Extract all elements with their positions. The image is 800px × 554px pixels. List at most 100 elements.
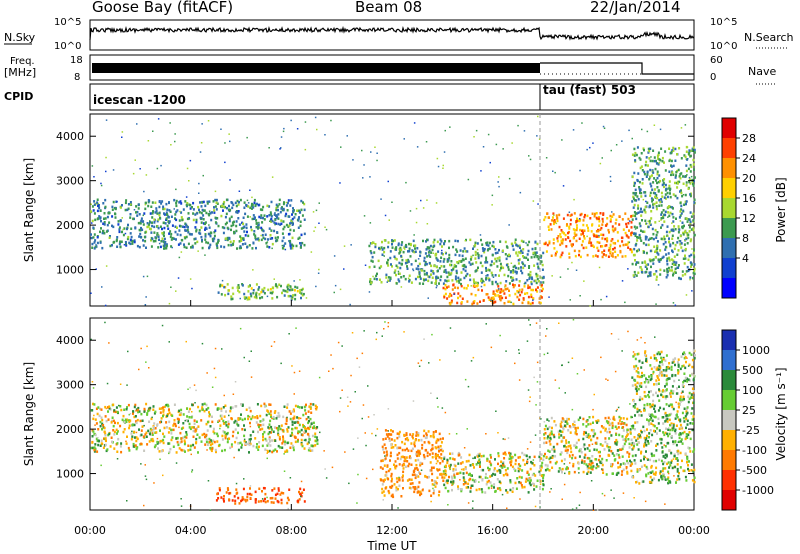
velocity-data-cell (286, 430, 289, 433)
power-data-cell (658, 260, 661, 263)
velocity-data-cell (151, 433, 154, 436)
power-data-cell (98, 206, 101, 210)
power-data-cell (649, 272, 652, 275)
velocity-data-cell (540, 453, 543, 456)
velocity-data-cell (653, 424, 656, 428)
power-data-cell (289, 204, 292, 207)
power-data-cell (522, 298, 525, 301)
power-data-cell (567, 236, 570, 240)
velocity-data-cell (390, 429, 392, 432)
power-data-cell (663, 235, 666, 238)
velocity-data-cell (656, 375, 659, 378)
velocity-data-cell (168, 450, 171, 454)
velocity-data-cell (123, 428, 126, 431)
velocity-data-cell (585, 431, 587, 434)
power-scatter-cell (443, 151, 446, 153)
power-data-cell (693, 272, 696, 276)
power-data-cell (567, 231, 569, 235)
power-data-cell (676, 180, 679, 184)
velocity-data-cell (451, 457, 454, 461)
power-data-cell (660, 191, 663, 195)
power-data-cell (213, 234, 216, 238)
velocity-data-cell (208, 414, 211, 418)
velocity-data-cell (158, 450, 161, 453)
power-scatter-cell (605, 295, 608, 298)
power-data-cell (163, 247, 165, 250)
power-data-cell (654, 167, 657, 171)
power-scatter-cell (482, 146, 485, 148)
power-scatter-cell (197, 250, 199, 252)
power-data-cell (268, 227, 271, 230)
velocity-data-cell (128, 419, 130, 422)
velocity-data-cell (582, 417, 585, 421)
power-data-cell (496, 257, 499, 260)
velocity-data-cell (245, 442, 247, 446)
power-data-cell (121, 230, 123, 234)
velocity-data-cell (394, 467, 397, 470)
velocity-data-cell (529, 480, 531, 484)
power-data-cell (499, 281, 502, 285)
power-data-cell (649, 191, 652, 195)
velocity-data-cell (650, 374, 653, 378)
velocity-data-cell (248, 440, 251, 443)
velocity-data-cell (414, 459, 417, 462)
power-data-cell (687, 269, 690, 273)
velocity-plot-area (90, 319, 696, 511)
velocity-data-cell (294, 436, 297, 440)
power-data-cell (498, 248, 500, 252)
power-data-cell (630, 250, 633, 254)
power-data-cell (532, 251, 535, 255)
power-data-cell (652, 149, 655, 152)
power-data-cell (443, 294, 446, 298)
power-data-cell (266, 215, 269, 218)
power-data-cell (139, 235, 142, 239)
velocity-data-cell (162, 438, 165, 442)
power-data-cell (663, 178, 666, 181)
power-data-cell (480, 279, 483, 283)
power-data-cell (638, 180, 641, 184)
power-scatter-cell (144, 304, 147, 306)
power-data-cell (650, 237, 653, 240)
velocity-data-cell (514, 453, 517, 457)
power-data-cell (518, 280, 521, 283)
power-data-cell (689, 239, 692, 243)
velocity-data-cell (194, 428, 197, 431)
velocity-data-cell (401, 464, 404, 467)
power-scatter-cell (143, 190, 145, 193)
power-data-cell (651, 200, 654, 203)
velocity-data-cell (510, 456, 513, 460)
velocity-data-cell (141, 419, 144, 422)
power-data-cell (465, 287, 468, 290)
velocity-data-cell (665, 366, 668, 369)
power-data-cell (111, 244, 113, 247)
power-data-cell (122, 233, 125, 237)
velocity-data-cell (309, 402, 312, 406)
velocity-data-cell (273, 411, 276, 414)
velocity-data-cell (663, 461, 666, 464)
power-data-cell (222, 231, 225, 235)
power-data-cell (630, 221, 633, 224)
power-scatter-cell (324, 134, 326, 136)
power-scatter-cell (314, 116, 317, 119)
velocity-data-cell (683, 430, 686, 434)
velocity-data-cell (651, 478, 654, 482)
power-data-cell (187, 231, 190, 234)
power-data-cell (659, 200, 662, 204)
velocity-data-cell (279, 493, 282, 496)
velocity-data-cell (669, 403, 672, 406)
power-data-cell (450, 272, 453, 275)
power-data-cell (282, 227, 285, 231)
velocity-data-cell (144, 433, 147, 436)
velocity-data-cell (234, 419, 237, 423)
power-data-cell (639, 166, 642, 170)
velocity-data-cell (587, 436, 590, 439)
power-data-cell (252, 292, 255, 295)
power-data-cell (474, 281, 477, 284)
velocity-data-cell (200, 440, 203, 443)
power-data-cell (270, 217, 273, 221)
velocity-data-cell (216, 432, 219, 436)
power-data-cell (605, 244, 608, 247)
power-scatter-cell (504, 286, 506, 288)
power-data-cell (593, 215, 596, 218)
velocity-data-cell (570, 450, 573, 454)
